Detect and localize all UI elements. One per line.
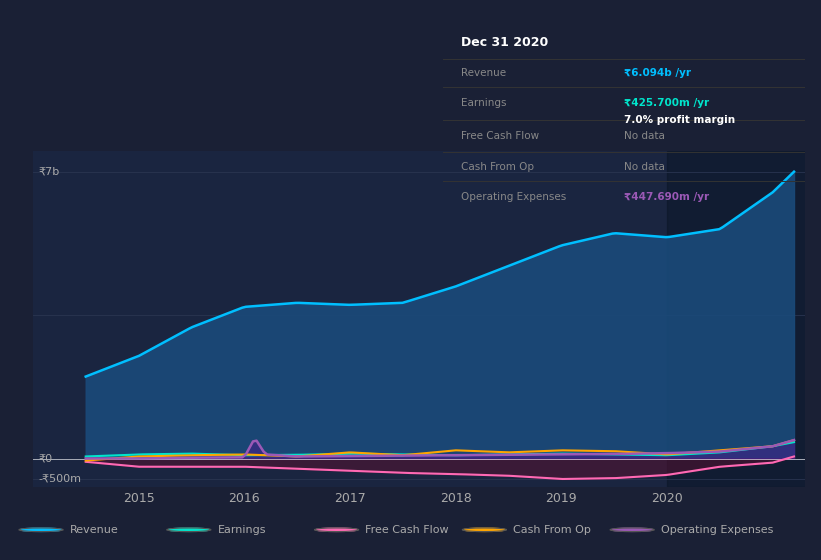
Text: ₹425.700m /yr: ₹425.700m /yr [624,98,709,108]
Bar [667,151,815,487]
Text: Free Cash Flow: Free Cash Flow [461,131,539,141]
Text: Operating Expenses: Operating Expenses [461,192,566,202]
Text: Revenue: Revenue [461,68,507,78]
Circle shape [21,528,62,531]
Text: ₹0: ₹0 [38,454,53,464]
Text: Cash From Op: Cash From Op [461,162,534,171]
Text: ₹7b: ₹7b [38,167,59,177]
Text: Operating Expenses: Operating Expenses [661,525,773,535]
Text: Earnings: Earnings [461,98,507,108]
Text: ₹447.690m /yr: ₹447.690m /yr [624,192,709,202]
Text: Earnings: Earnings [218,525,266,535]
Circle shape [168,528,209,531]
Text: Revenue: Revenue [70,525,118,535]
Text: Cash From Op: Cash From Op [513,525,591,535]
Text: 7.0% profit margin: 7.0% profit margin [624,115,735,125]
Text: No data: No data [624,131,665,141]
Text: Free Cash Flow: Free Cash Flow [365,525,449,535]
Circle shape [316,528,357,531]
Text: ₹6.094b /yr: ₹6.094b /yr [624,68,691,78]
Text: No data: No data [624,162,665,171]
Circle shape [612,528,653,531]
Text: -₹500m: -₹500m [38,474,81,484]
Circle shape [464,528,505,531]
Text: Dec 31 2020: Dec 31 2020 [461,36,548,49]
